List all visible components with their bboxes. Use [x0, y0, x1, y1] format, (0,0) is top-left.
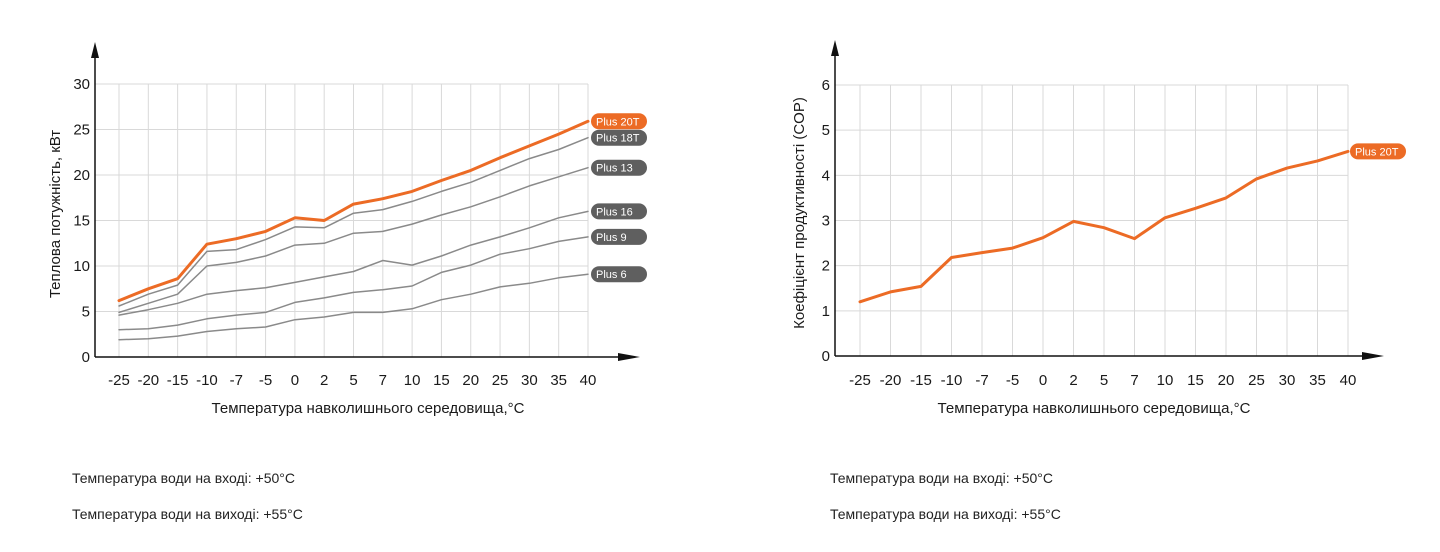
series-line-plus-16: [118, 210, 589, 316]
series-badge-label: Plus 16: [596, 206, 633, 218]
x-tick-label: 0: [291, 372, 299, 389]
x-tick-label: 7: [379, 372, 387, 389]
x-tick-label: 25: [492, 372, 509, 389]
x-tick-label: 5: [349, 372, 357, 389]
y-tick-label: 0: [822, 348, 830, 365]
y-axis-title: Коефіцієнт продуктивності (COP): [791, 97, 808, 329]
axes: [91, 42, 640, 361]
x-tick-label: 15: [1187, 372, 1204, 389]
y-tick-label: 15: [73, 213, 90, 230]
series-line-plus-13: [118, 166, 589, 314]
series-badge-pill: [591, 228, 647, 245]
series-badge-pill: [591, 129, 647, 146]
x-tick-label: 35: [1309, 372, 1326, 389]
x-tick-label: -20: [880, 372, 902, 389]
y-axis-title: Теплова потужність, кВт: [47, 130, 64, 298]
x-tick-label: 2: [1069, 372, 1077, 389]
series-badge-pill: [591, 203, 647, 220]
series-line-plus-20t: [858, 149, 1350, 304]
left-outlet-temperature-note: Температура води на виході: +55°C: [72, 506, 303, 522]
x-tick-label: 0: [1039, 372, 1047, 389]
x-tick-label: 20: [462, 372, 479, 389]
series-badge-label: Plus 20T: [596, 116, 640, 128]
x-tick-label: 15: [433, 372, 450, 389]
x-tick-label: -15: [167, 372, 189, 389]
x-tick-label: -5: [1006, 372, 1019, 389]
axes: [831, 40, 1384, 360]
x-tick-label: -10: [196, 372, 218, 389]
x-tick-label: 20: [1218, 372, 1235, 389]
x-tick-label: 30: [1279, 372, 1296, 389]
series-badge-pill: [591, 159, 647, 176]
x-axis-title: Температура навколишнього середовища,°С: [938, 400, 1251, 417]
y-tick-label: 20: [73, 167, 90, 184]
x-tick-label: 2: [320, 372, 328, 389]
series-line-plus-9: [118, 236, 589, 331]
x-tick-label: -20: [137, 372, 159, 389]
x-tick-label: -25: [849, 372, 871, 389]
right-inlet-temperature-note: Температура води на вході: +50°C: [830, 470, 1054, 486]
x-tick-label: 7: [1130, 372, 1138, 389]
y-tick-label: 3: [822, 213, 830, 230]
series-badge-label: Plus 20T: [1355, 146, 1399, 158]
x-tick-label: 10: [1157, 372, 1174, 389]
grid: [835, 84, 1349, 356]
x-tick-label: -7: [230, 372, 243, 389]
y-tick-label: 4: [822, 167, 830, 184]
x-axis-arrow-icon: [1362, 352, 1384, 360]
series-line-plus-18t: [118, 136, 589, 307]
series-badge-plus-20t: Plus 20T: [591, 113, 647, 130]
series-line-plus-6: [118, 273, 589, 341]
y-tick-label: 1: [822, 303, 830, 320]
y-tick-label: 5: [82, 304, 90, 321]
series-badge-plus-18t: Plus 18T: [591, 129, 647, 146]
y-tick-label: 5: [822, 122, 830, 139]
grid: [95, 83, 589, 357]
y-tick-label: 0: [82, 349, 90, 366]
y-axis-arrow-icon: [91, 42, 99, 58]
x-tick-label: -15: [910, 372, 932, 389]
y-tick-label: 6: [822, 77, 830, 94]
x-tick-label: 10: [404, 372, 421, 389]
series-badge-plus-16: Plus 16: [591, 203, 647, 220]
series-line-plus-20t: [117, 119, 590, 303]
series-badge-label: Plus 13: [596, 163, 633, 175]
series-badge-pill: [591, 113, 647, 130]
x-tick-label: -7: [975, 372, 988, 389]
series-badge-pill: [591, 266, 647, 283]
left-inlet-temperature-note: Температура води на вході: +50°C: [72, 470, 296, 486]
x-tick-label: -25: [108, 372, 130, 389]
series-badge-plus-9: Plus 9: [591, 228, 647, 245]
y-tick-label: 30: [73, 76, 90, 93]
x-tick-label: 25: [1248, 372, 1265, 389]
y-tick-label: 10: [73, 258, 90, 275]
x-tick-label: 30: [521, 372, 538, 389]
x-tick-label: -5: [259, 372, 272, 389]
series-badge-label: Plus 6: [596, 269, 627, 281]
x-tick-label: 35: [550, 372, 567, 389]
y-tick-label: 2: [822, 258, 830, 275]
x-tick-label: 40: [1340, 372, 1357, 389]
y-tick-label: 25: [73, 122, 90, 139]
x-tick-label: 5: [1100, 372, 1108, 389]
series-badge-pill: [1350, 143, 1406, 160]
x-axis-title: Температура навколишнього середовища,°С: [212, 400, 525, 417]
series-badge-label: Plus 18T: [596, 133, 640, 145]
series-badge-plus-20t: Plus 20T: [1350, 143, 1406, 160]
right-outlet-temperature-note: Температура води на виході: +55°C: [830, 506, 1061, 522]
x-axis-arrow-icon: [618, 353, 640, 361]
series-badge-label: Plus 9: [596, 232, 627, 244]
x-tick-label: 40: [580, 372, 597, 389]
series-badge-plus-6: Plus 6: [591, 266, 647, 283]
y-axis-arrow-icon: [831, 40, 839, 56]
x-tick-label: -10: [941, 372, 963, 389]
series-badge-plus-13: Plus 13: [591, 159, 647, 176]
